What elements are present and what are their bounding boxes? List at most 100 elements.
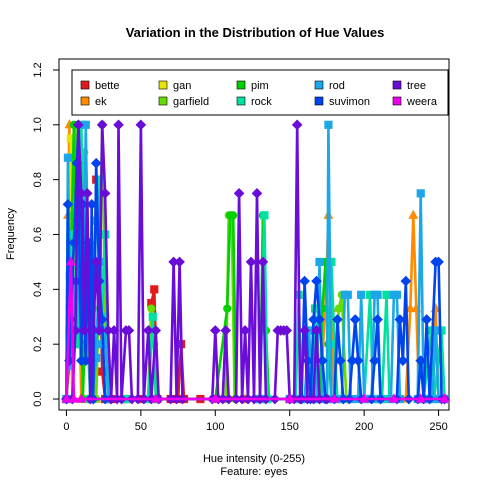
point-rock xyxy=(260,211,269,220)
point-weera xyxy=(388,393,399,403)
point-weera xyxy=(439,393,450,403)
point-tree xyxy=(299,325,310,336)
point-tree xyxy=(257,256,269,268)
legend-swatch-suvimon xyxy=(314,96,324,106)
point-tree xyxy=(143,325,154,336)
point-tree xyxy=(113,119,124,131)
point-rod xyxy=(324,120,333,129)
series-weera xyxy=(61,256,450,403)
legend-swatch-gan xyxy=(158,80,168,90)
point-suvimon xyxy=(311,275,322,287)
point-pim xyxy=(229,211,238,220)
legend: bette ek gan garfield pim rock rod suvimon tree w… xyxy=(71,69,449,116)
point-tree xyxy=(251,188,263,199)
point-suvimon xyxy=(332,314,343,325)
point-bette xyxy=(150,285,159,294)
point-tree xyxy=(108,325,120,336)
series-layer xyxy=(61,119,450,405)
chart-title: Variation in the Distribution of Hue Val… xyxy=(126,25,385,40)
point-garfield xyxy=(334,304,343,313)
legend-label-tree: tree xyxy=(407,80,426,92)
x-tick-label: 50 xyxy=(135,421,147,433)
legend-label-pim: pim xyxy=(251,80,269,92)
legend-swatch-ek xyxy=(80,96,90,106)
point-suvimon xyxy=(299,275,310,287)
y-axis: 0.0 0.2 0.4 0.6 0.8 1.0 1.2 xyxy=(32,62,60,407)
legend-label-rock: rock xyxy=(251,96,272,108)
point-weera xyxy=(210,393,221,403)
legend-label-suvimon: suvimon xyxy=(329,96,370,108)
point-tree xyxy=(99,188,111,199)
point-weera xyxy=(61,393,72,403)
y-tick-label: 0.0 xyxy=(32,391,44,406)
point-rock xyxy=(382,290,391,299)
legend-label-weera: weera xyxy=(406,96,438,108)
point-suvimon xyxy=(62,199,74,210)
point-suvimon xyxy=(397,355,409,366)
point-tree xyxy=(209,325,221,336)
point-ek xyxy=(408,209,419,219)
legend-swatch-garfield xyxy=(158,96,168,106)
point-tree xyxy=(150,325,162,336)
point-suvimon xyxy=(415,355,427,366)
point-tree xyxy=(245,256,257,268)
point-weera xyxy=(150,393,161,403)
legend-label-ek: ek xyxy=(95,96,107,108)
point-suvimon xyxy=(90,157,102,169)
y-tick-label: 1.0 xyxy=(32,117,44,132)
y-tick-label: 1.2 xyxy=(32,62,44,77)
point-suvimon xyxy=(394,314,406,325)
point-weera xyxy=(65,256,76,266)
point-tree xyxy=(96,119,108,131)
y-tick-label: 0.6 xyxy=(32,227,44,242)
x-tick-label: 100 xyxy=(206,421,224,433)
point-suvimon xyxy=(400,275,412,287)
point-tree xyxy=(233,188,245,199)
point-suvimon xyxy=(421,314,432,325)
x-axis-title: Hue intensity (0-255) xyxy=(203,453,305,465)
legend-box xyxy=(71,69,449,116)
point-pim xyxy=(223,304,232,313)
legend-label-bette: bette xyxy=(95,80,119,92)
point-rock xyxy=(148,312,157,321)
legend-swatch-tree xyxy=(392,80,402,90)
point-suvimon xyxy=(335,355,346,366)
point-tree xyxy=(93,325,105,336)
point-suvimon xyxy=(352,355,364,366)
point-tree xyxy=(78,325,90,336)
point-ek xyxy=(405,302,416,313)
point-suvimon xyxy=(349,314,361,325)
legend-label-gan: gan xyxy=(173,80,191,92)
point-weera xyxy=(76,393,87,403)
point-suvimon xyxy=(369,355,380,366)
legend-swatch-pim xyxy=(236,80,246,90)
point-tree xyxy=(123,325,135,336)
point-rod xyxy=(357,290,366,299)
legend-swatch-weera xyxy=(392,96,402,106)
point-suvimon xyxy=(372,314,383,325)
x-axis-subtitle: Feature: eyes xyxy=(220,466,288,478)
y-tick-label: 0.8 xyxy=(32,172,44,187)
point-suvimon xyxy=(317,355,328,366)
legend-swatch-rod xyxy=(314,80,324,90)
point-garfield xyxy=(147,304,156,313)
point-tree xyxy=(281,325,293,336)
point-rod xyxy=(373,290,382,299)
y-axis-title: Frequency xyxy=(5,208,17,260)
point-tree xyxy=(291,119,303,131)
point-tree xyxy=(311,325,322,336)
point-weera xyxy=(359,393,370,403)
point-tree xyxy=(220,325,232,336)
point-tree xyxy=(81,188,93,199)
x-axis: 0 50 100 150 200 250 xyxy=(63,409,448,433)
legend-swatch-rock xyxy=(236,96,246,106)
legend-swatch-bette xyxy=(80,80,90,90)
point-rod xyxy=(392,290,402,299)
x-tick-label: 200 xyxy=(355,421,373,433)
y-tick-label: 0.4 xyxy=(32,282,44,297)
legend-label-garfield: garfield xyxy=(173,96,209,108)
series-line-weera xyxy=(65,260,445,401)
point-tree xyxy=(73,119,84,131)
point-rod xyxy=(416,189,425,198)
